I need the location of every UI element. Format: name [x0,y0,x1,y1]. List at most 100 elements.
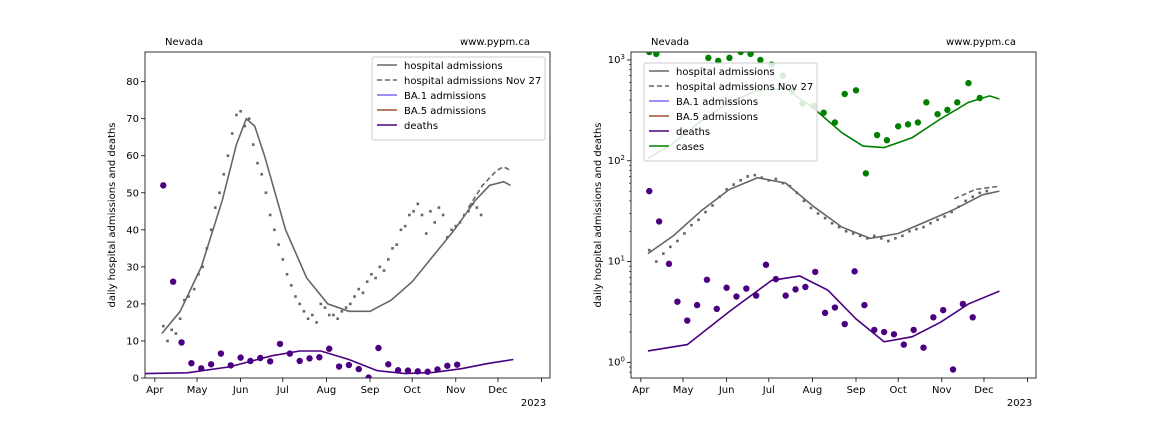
data-point-case-points [904,121,912,128]
data-point-death-points [326,345,333,352]
data-point-death-points [306,355,313,362]
data-point-hospital-admission-points [922,225,925,229]
data-point-hospital-admission-points [936,218,939,222]
data-point-hospital-admission-points [289,284,293,287]
legend-entry: deaths [404,121,438,132]
data-point-hospital-admission-points [260,172,264,176]
x-tick-label: Aug [317,385,337,396]
legend-entry: BA.5 admissions [404,106,486,117]
data-point-case-points [894,123,902,130]
data-point-hospital-admission-points [929,221,932,225]
data-point-hospital-admission-points [226,154,230,158]
data-point-hospital-admission-points [887,239,890,243]
data-point-case-points [873,131,881,139]
data-point-hospital-admission-points [306,317,310,321]
data-point-death-points [821,309,829,317]
series-line-deaths [647,275,1000,352]
data-point-hospital-admission-points [683,232,686,235]
data-point-hospital-admission-points [858,234,862,238]
data-point-hospital-admission-points [943,215,946,218]
y-tick-label: 102 [608,154,625,167]
data-point-death-points [335,363,343,370]
x-tick-label: Apr [632,385,650,396]
data-point-hospital-admission-points [340,310,344,313]
data-point-hospital-admission-points [837,225,841,229]
data-point-hospital-admission-points [823,216,827,220]
data-point-death-points [257,354,264,362]
x-tick-label: Jun [718,385,735,396]
site-label: www.pypm.ca [460,37,530,48]
data-point-hospital-admission-points [753,173,757,177]
data-point-death-points [169,278,177,285]
data-point-death-points [802,283,809,291]
data-point-hospital-admission-points [746,175,750,178]
region-label: Nevada [651,37,689,48]
legend-entry: BA.1 admissions [404,91,486,102]
x-tick-label: Sep [361,385,380,396]
data-point-death-points [674,298,681,305]
data-point-hospital-admission-points [327,313,331,317]
data-point-death-points [178,339,185,346]
data-point-death-points [198,365,205,372]
data-point-death-points [900,341,908,348]
data-point-death-points [237,354,244,361]
x-tick-label: Nov [932,385,952,396]
data-point-case-points [883,137,891,144]
data-point-hospital-admission-points [971,195,975,199]
data-point-death-points [375,344,382,352]
data-point-hospital-admission-points [424,232,428,235]
data-point-hospital-admission-points [985,189,989,193]
data-point-case-points [705,54,712,62]
data-point-hospital-admission-points [349,302,352,306]
data-point-hospital-admission-points [209,228,213,232]
data-point-death-points [276,340,284,348]
data-point-hospital-admission-points [187,295,190,298]
data-point-hospital-admission-points [844,229,848,233]
data-point-death-points [871,326,878,334]
data-point-hospital-admission-points [256,161,259,165]
data-point-hospital-admission-points [391,247,394,250]
data-point-hospital-admission-points [880,237,883,240]
data-point-hospital-admission-points [450,228,453,232]
data-point-death-points [841,320,848,328]
data-point-hospital-admission-points [788,184,792,188]
data-point-hospital-admission-points [170,328,174,332]
data-point-hospital-admission-points [781,181,785,185]
data-point-hospital-admission-points [704,210,707,214]
data-point-death-points [316,354,323,361]
data-point-death-points [880,328,888,336]
data-point-death-points [227,362,234,369]
data-point-hospital-admission-points [161,324,165,328]
data-point-hospital-admission-points [374,276,377,280]
data-point-hospital-admission-points [205,247,209,250]
x-year-label: 2023 [521,398,546,409]
data-point-death-points [394,367,402,374]
data-point-hospital-admission-points [183,298,186,302]
data-point-hospital-admission-points [192,287,196,291]
data-point-death-points [772,275,780,283]
legend: hospital admissions hospital admissions N… [643,62,818,162]
data-point-death-points [890,331,898,338]
data-point-hospital-admission-points [166,339,169,343]
data-point-hospital-admission-points [277,243,280,246]
data-point-hospital-admission-points [239,109,242,113]
data-point-hospital-admission-points [950,210,953,214]
data-point-hospital-admission-points [894,237,897,240]
data-point-case-points [831,119,839,126]
data-point-death-points [752,292,760,299]
series-line-hospital-admissions [647,176,1000,255]
data-point-hospital-admission-points [201,265,204,269]
data-point-hospital-admission-points [795,191,799,195]
data-point-case-points [757,56,764,64]
data-point-hospital-admission-points [273,228,276,232]
data-point-hospital-admission-points [332,313,335,317]
x-tick-label: May [673,385,694,396]
data-point-hospital-admission-points [957,205,960,209]
legend-entry: hospital admissions Nov 27 [404,76,541,87]
x-tick-label: Jul [276,385,289,396]
data-point-death-points [762,261,770,268]
data-point-death-points [910,326,917,334]
data-point-hospital-admission-points [403,224,407,228]
data-point-hospital-admission-points [399,228,403,232]
x-tick-label: Oct [404,385,421,396]
